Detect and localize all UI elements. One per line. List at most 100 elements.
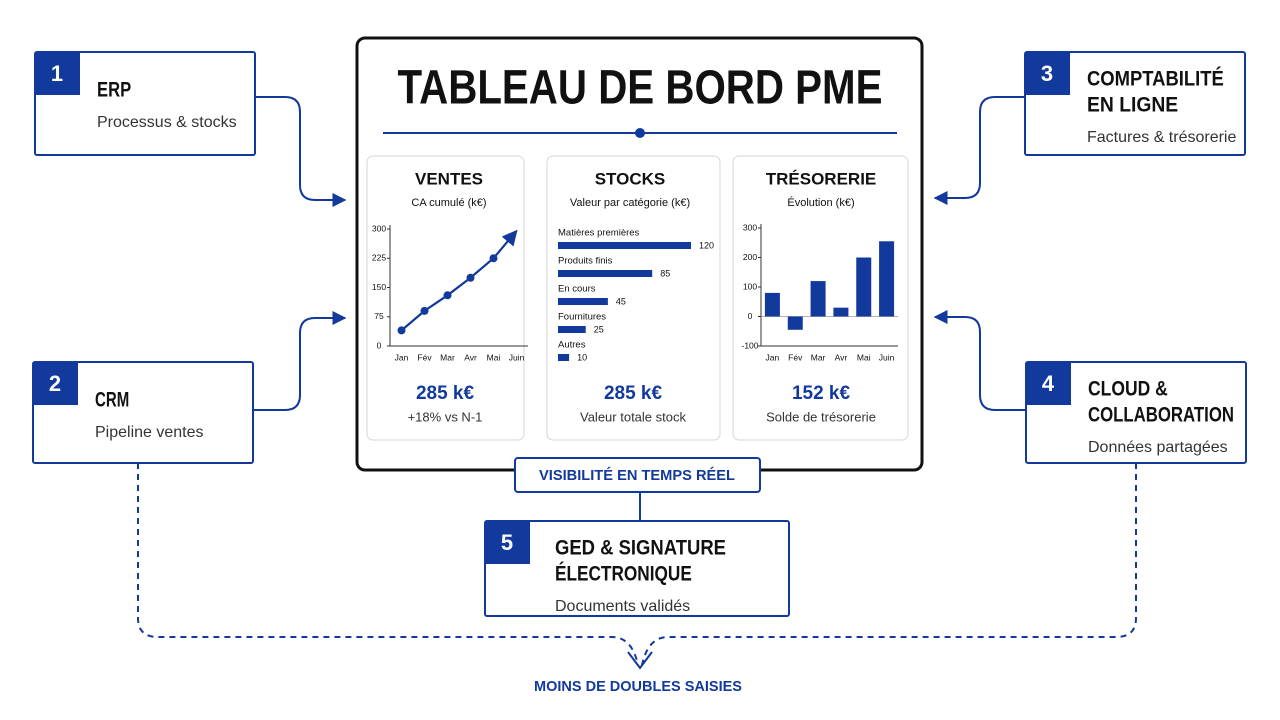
title: TABLEAU DE BORD PME [398, 62, 883, 115]
bar [558, 242, 691, 249]
module-name: COLLABORATION [1088, 404, 1234, 427]
module-description: Documents validés [555, 598, 690, 615]
module-name: CRM [95, 389, 129, 412]
arrow [253, 311, 347, 411]
module-box [1025, 361, 1247, 464]
x-tick-label: Jan [766, 352, 780, 362]
separator-dot [635, 128, 645, 138]
kpi-note: +18% vs N-1 [408, 409, 483, 424]
x-tick-label: Mai [487, 352, 501, 362]
y-tick-label: 0 [377, 340, 382, 350]
module-badge [485, 521, 530, 564]
chart-title: TRÉSORERIE [766, 169, 877, 188]
x-tick-label: Juin [879, 352, 895, 362]
y-tick-label: 100 [743, 281, 757, 291]
y-tick-label: 300 [372, 223, 386, 233]
module-name: COMPTABILITÉ [1087, 68, 1224, 91]
y-tick-label: 75 [374, 311, 384, 321]
x-tick-label: Avr [835, 352, 848, 362]
bar [787, 316, 803, 330]
value-label: 85 [660, 268, 670, 278]
y-tick-label: 225 [372, 253, 386, 263]
bar [810, 281, 826, 317]
module-badge [33, 362, 78, 405]
module-number: 5 [501, 530, 513, 555]
module-box [32, 361, 254, 464]
value-label: 45 [616, 296, 626, 306]
chart-subtitle: CA cumulé (k€) [411, 197, 486, 209]
data-point [489, 254, 498, 263]
realtime-box [514, 457, 761, 493]
module-description: Pipeline ventes [95, 424, 204, 441]
y-tick-label: 200 [743, 252, 757, 262]
category-label: En cours [558, 284, 596, 295]
value-label: 120 [699, 240, 714, 250]
x-tick-label: Mar [811, 352, 826, 362]
dashed-link [137, 463, 639, 666]
category-label: Fournitures [558, 312, 606, 323]
x-tick-label: Jan [395, 352, 409, 362]
category-label: Autres [558, 340, 586, 351]
x-tick-label: Fév [417, 352, 432, 362]
chart-subtitle: Évolution (k€) [787, 196, 854, 209]
chart-title: STOCKS [595, 169, 666, 188]
module-box [1024, 51, 1246, 156]
module-name: ERP [97, 79, 131, 102]
bar [879, 241, 895, 317]
category-label: Produits finis [558, 256, 613, 267]
module-description: Données partagées [1088, 439, 1228, 456]
module-name: EN LIGNE [1087, 94, 1178, 117]
kpi-value: 152 k€ [792, 383, 851, 404]
chart-subtitle: Valeur par catégorie (k€) [570, 197, 690, 209]
arrow [933, 310, 1026, 411]
x-tick-label: Fév [788, 352, 803, 362]
data-point [397, 326, 406, 335]
data-point [466, 273, 475, 282]
content: TABLEAU DE BORD PME VISIBILITÉ EN TEMPS R… [32, 51, 1247, 695]
y-tick-label: 300 [743, 222, 757, 232]
x-tick-label: Avr [464, 352, 477, 362]
value-label: 10 [577, 352, 587, 362]
module-badge [1026, 362, 1071, 405]
module-description: Factures & trésorerie [1087, 129, 1236, 146]
bar [856, 257, 872, 317]
module-name: GED & SIGNATURE [555, 537, 726, 560]
x-tick-label: Mai [857, 352, 871, 362]
y-tick-label: 150 [372, 282, 386, 292]
series-line [400, 229, 518, 332]
module-badge [1025, 52, 1070, 95]
value-label: 25 [594, 324, 604, 334]
module-number: 4 [1042, 371, 1055, 396]
bar [558, 270, 653, 277]
module-box [484, 520, 790, 617]
module-box [34, 51, 256, 156]
kpi-note: Valeur totale stock [580, 409, 686, 424]
kpi-value: 285 k€ [604, 383, 663, 404]
x-tick-label: Juin [509, 352, 525, 362]
kpi-value: 285 k€ [416, 383, 475, 404]
module-number: 3 [1041, 61, 1053, 86]
realtime-label: VISIBILITÉ EN TEMPS RÉEL [539, 467, 735, 484]
y-tick-label: -100 [741, 340, 758, 350]
arrow-head [627, 651, 653, 670]
chart-title: VENTES [415, 169, 483, 188]
bar [558, 298, 608, 305]
bar [558, 326, 586, 333]
module-name: ÉLECTRONIQUE [555, 563, 692, 586]
category-label: Matières premières [558, 228, 640, 239]
data-point [420, 306, 429, 315]
module-description: Processus & stocks [97, 114, 237, 131]
y-tick-label: 0 [748, 311, 753, 321]
x-tick-label: Mar [440, 352, 455, 362]
bottom-label: MOINS DE DOUBLES SAISIES [534, 678, 742, 695]
module-badge [35, 52, 80, 95]
arrow [933, 96, 1025, 205]
bar [764, 292, 780, 317]
card [546, 155, 721, 441]
bar [558, 354, 570, 361]
arrow [255, 96, 347, 207]
module-number: 2 [49, 371, 61, 396]
module-name: CLOUD & [1088, 378, 1168, 401]
connectors [137, 96, 1137, 670]
